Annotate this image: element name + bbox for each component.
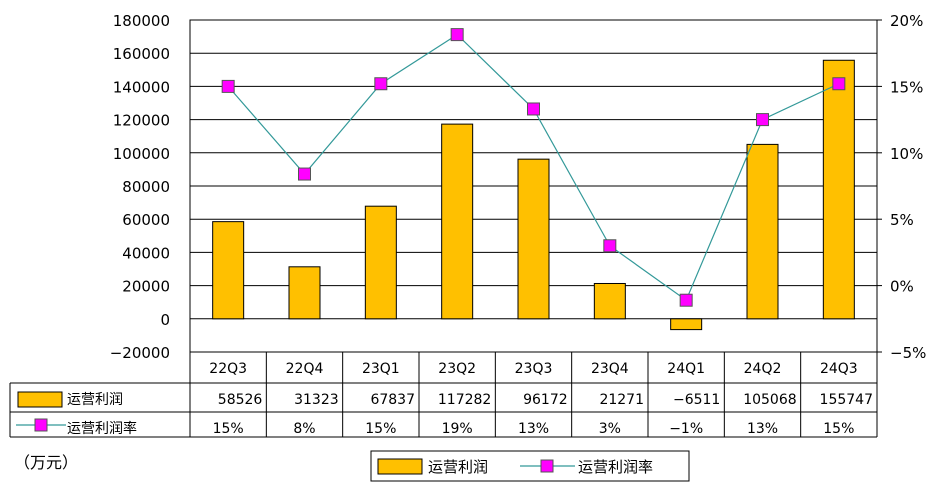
x-tick-label: 23Q3 [515, 361, 553, 377]
data-label: −1% [669, 421, 703, 437]
row-header: 运营利润 [67, 392, 123, 408]
axes: −20000 0 20000 40000 60000 80000 100000 120000 1… [110, 12, 927, 362]
y2-tick-label: 10% [890, 145, 923, 163]
data-label: 117282 [438, 392, 491, 408]
legend-marker [540, 459, 554, 473]
y-tick-label: 140000 [113, 78, 170, 96]
bar [822, 59, 855, 320]
data-label: 15% [213, 421, 244, 437]
bar [593, 282, 626, 320]
legend: 运营利润 运营利润率 [370, 450, 690, 482]
data-label: 21271 [599, 392, 644, 408]
point [679, 293, 693, 307]
y2-tick-label: 20% [890, 12, 923, 30]
bar [364, 205, 397, 320]
data-label: 58526 [218, 392, 263, 408]
x-tick-label: 22Q4 [286, 361, 324, 377]
data-label: 15% [823, 421, 854, 437]
y-tick-label: 60000 [122, 211, 170, 229]
x-tick-label: 24Q1 [667, 361, 705, 377]
data-label: 3% [599, 421, 621, 437]
data-label: 96172 [523, 392, 568, 408]
y-tick-label: 40000 [122, 244, 170, 262]
point [298, 167, 311, 181]
y-tick-label: 100000 [113, 145, 170, 163]
data-label: 13% [747, 421, 778, 437]
x-tick-label: 24Q3 [820, 361, 858, 377]
data-label: 13% [518, 421, 549, 437]
bar [746, 143, 779, 320]
y-tick-label: 160000 [113, 45, 170, 63]
bar [212, 221, 245, 320]
y-tick-label: 80000 [122, 178, 170, 196]
data-label: 31323 [294, 392, 339, 408]
y2-tick-label: −5% [890, 344, 926, 362]
bar [288, 266, 321, 320]
bars [212, 59, 855, 331]
point [527, 102, 540, 116]
data-label: 8% [293, 421, 315, 437]
bar [670, 318, 703, 331]
point [756, 113, 769, 127]
bar [441, 123, 474, 320]
legend-swatch [377, 458, 423, 475]
data-label: 67837 [370, 392, 415, 408]
row-swatch-marker [34, 418, 48, 432]
data-label: 19% [442, 421, 473, 437]
x-tick-label: 22Q3 [209, 361, 247, 377]
point [450, 28, 464, 42]
x-tick-label: 23Q1 [362, 361, 400, 377]
row-header: 运营利润率 [67, 420, 137, 437]
y2-tick-label: 5% [890, 211, 914, 229]
row-swatch [17, 391, 63, 408]
point [374, 77, 388, 91]
point [221, 79, 235, 93]
x-tick-label: 23Q2 [438, 361, 476, 377]
data-label: 105068 [743, 392, 796, 408]
x-tick-label: 24Q2 [744, 361, 782, 377]
data-label: −6511 [673, 392, 720, 408]
x-tick-label: 23Q4 [591, 361, 629, 377]
data-label: 15% [365, 421, 396, 437]
y-tick-label: 180000 [113, 12, 170, 30]
margin-line [221, 28, 846, 307]
point [603, 239, 617, 253]
unit-note: （万元） [14, 453, 78, 472]
point [832, 77, 846, 91]
data-label: 155747 [820, 392, 873, 408]
legend-label: 运营利润 [428, 458, 488, 476]
y2-tick-label: 0% [890, 278, 914, 296]
y-tick-label: 20000 [122, 278, 170, 296]
y2-tick-label: 15% [890, 78, 923, 96]
y-tick-label: 120000 [113, 112, 170, 130]
bar [517, 158, 550, 320]
legend-label: 运营利润率 [578, 458, 653, 476]
y-tick-label: 0 [160, 311, 170, 329]
data-table: 22Q3 22Q4 23Q1 23Q2 23Q3 23Q4 24Q1 24Q2 24Q3 5852… [9, 351, 878, 438]
y-tick-label: −20000 [110, 344, 170, 362]
